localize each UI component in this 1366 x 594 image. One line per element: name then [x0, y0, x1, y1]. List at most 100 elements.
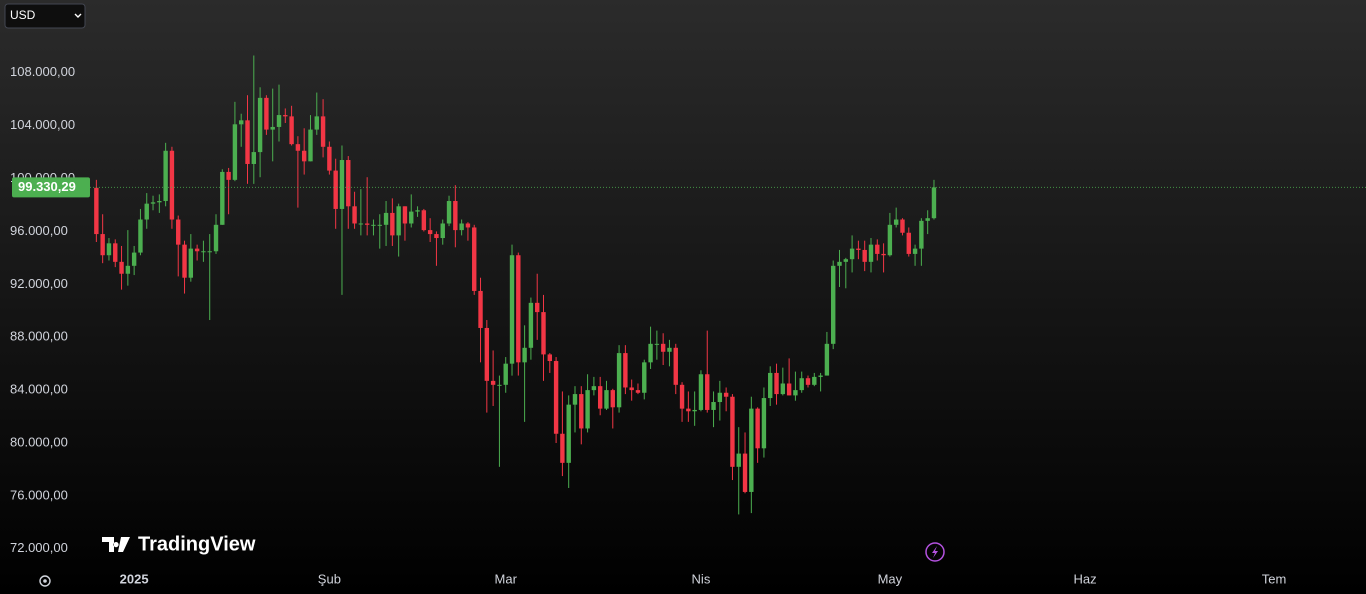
x-tick-label: May	[878, 571, 903, 586]
currency[interactable]: USD	[10, 8, 36, 22]
candle-body	[768, 372, 773, 399]
candle-body	[415, 210, 420, 212]
candle-body	[157, 201, 162, 203]
candle-body	[308, 129, 313, 162]
candle-body	[276, 115, 282, 127]
candle-body	[264, 97, 269, 130]
candle-body	[711, 402, 716, 410]
candle-body	[320, 116, 326, 147]
candle-body	[377, 224, 382, 226]
candle-body	[535, 302, 540, 313]
candle-body	[597, 386, 603, 409]
caret	[74, 13, 82, 18]
candle-body	[131, 252, 137, 266]
select-box[interactable]	[4, 3, 86, 29]
candle-body	[705, 374, 710, 410]
candle-body	[421, 210, 427, 231]
candle-body	[409, 211, 414, 224]
candle-body	[660, 343, 666, 352]
candle-body	[390, 212, 395, 236]
candle-body	[925, 218, 930, 221]
gear-center	[43, 579, 47, 583]
y-tick-label: 108.000,00	[10, 64, 75, 79]
candle-body	[402, 206, 408, 224]
candle-body	[736, 453, 741, 467]
logo: TradingView	[102, 533, 256, 555]
candle-body	[648, 343, 653, 363]
candle-body	[528, 302, 534, 348]
candle-body	[673, 347, 678, 385]
candle-body	[749, 408, 754, 492]
x-tick-label: Mar	[495, 571, 518, 586]
candle-body	[144, 203, 149, 220]
candle-body	[194, 248, 200, 252]
candle-body	[352, 206, 357, 224]
currency-select[interactable]: USD	[4, 3, 86, 29]
candle-body	[182, 244, 187, 278]
logo-mark	[102, 537, 130, 552]
lightning-icon[interactable]	[925, 542, 945, 562]
x-tick-label: 2025	[120, 571, 149, 586]
candle-body	[623, 353, 628, 388]
candle-body	[257, 97, 263, 153]
last-price-box	[12, 177, 90, 198]
candle-body	[295, 144, 301, 151]
y-tick-label: 92.000,00	[10, 276, 68, 291]
candle-body	[560, 433, 565, 463]
candle-body	[541, 312, 546, 355]
y-tick-label: 84.000,00	[10, 382, 68, 397]
candle-body	[579, 394, 584, 429]
candle-body	[931, 187, 937, 219]
candle-body	[94, 187, 99, 235]
candle-body	[188, 248, 194, 278]
candle-body	[881, 253, 886, 256]
candle-body	[868, 244, 874, 262]
y-tick-label: 80.000,00	[10, 434, 68, 449]
settings-icon[interactable]	[39, 575, 51, 587]
candle-body	[585, 390, 590, 429]
candle-body	[497, 384, 502, 386]
candle-body	[396, 206, 401, 236]
candle-body	[755, 408, 760, 449]
candle-body	[371, 224, 376, 226]
candle-body	[176, 219, 181, 245]
candle-body	[283, 115, 288, 117]
candle-body	[226, 171, 231, 180]
candle-body	[125, 265, 131, 274]
y-tick-label: 96.000,00	[10, 223, 68, 238]
candle-body	[717, 392, 723, 403]
icon-ring[interactable]	[925, 542, 945, 562]
candle-body	[786, 383, 792, 396]
candle-body	[843, 259, 848, 262]
candle-body	[119, 261, 124, 274]
candle-body	[207, 251, 212, 253]
candle-body	[459, 223, 464, 231]
candle-body	[213, 224, 219, 252]
candle-body	[849, 248, 855, 260]
candle-body	[692, 409, 697, 412]
x-tick-label: Nis	[692, 571, 711, 586]
candle-body	[427, 230, 433, 235]
gear[interactable]	[39, 575, 51, 587]
candle-body	[138, 219, 143, 253]
candle-body	[472, 227, 477, 291]
candle-body	[453, 201, 458, 231]
candle-body	[900, 219, 905, 233]
candle-body	[289, 116, 294, 145]
candle-body	[723, 392, 729, 397]
candle-body	[856, 248, 861, 250]
candle-body	[761, 398, 767, 449]
candle-body	[339, 160, 345, 209]
candle-body	[150, 202, 156, 204]
plot: 72.000,00 76.000,00 80.000,00 84.000,00 88.0…	[10, 55, 1366, 586]
x-tick-label: Tem	[1262, 571, 1287, 586]
candle-body	[919, 220, 924, 249]
candle-body	[383, 212, 389, 225]
candle-body	[805, 378, 811, 385]
last-price-label: 99.330,29	[18, 179, 76, 194]
candle-body	[591, 386, 597, 391]
candle-body	[824, 343, 830, 376]
candle-body	[667, 347, 672, 352]
